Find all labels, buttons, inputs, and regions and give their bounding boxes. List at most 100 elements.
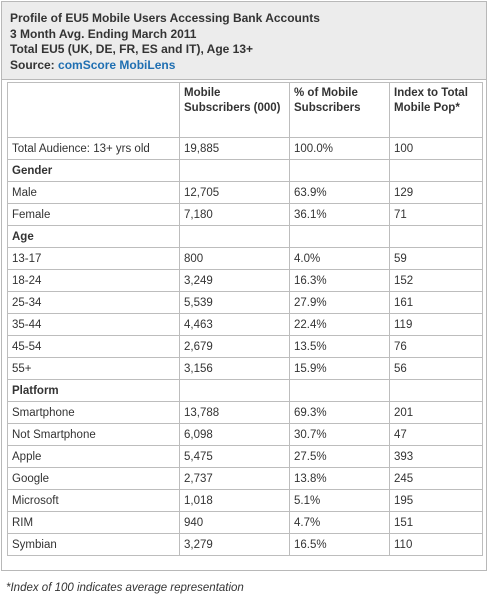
row-label: Microsoft (7, 489, 180, 512)
table-row: Smartphone 13,788 69.3% 201 (7, 401, 483, 424)
table-cell: 16.3% (289, 269, 390, 292)
row-label: 45-54 (7, 335, 180, 358)
table-cell: 47 (389, 423, 483, 446)
table-cell: 245 (389, 467, 483, 490)
section-label: Age (7, 225, 180, 248)
section-row: Age (7, 225, 483, 248)
section-label: Gender (7, 159, 180, 182)
table-cell: 100 (389, 137, 483, 160)
row-label: Symbian (7, 533, 180, 556)
row-label: Apple (7, 445, 180, 468)
table-cell (289, 225, 390, 248)
title-line-2: 3 Month Avg. Ending March 2011 (10, 26, 197, 41)
column-header-row: Mobile Subscribers (000) % of Mobile Sub… (7, 82, 483, 138)
row-label: Google (7, 467, 180, 490)
table-cell (389, 159, 483, 182)
table-cell: 15.9% (289, 357, 390, 380)
table-cell: 71 (389, 203, 483, 226)
table-cell: 13.5% (289, 335, 390, 358)
table-cell: 4.7% (289, 511, 390, 534)
table-cell: 195 (389, 489, 483, 512)
table-cell: 5.1% (289, 489, 390, 512)
table-cell: 63.9% (289, 181, 390, 204)
table-row: 13-17 800 4.0% 59 (7, 247, 483, 270)
table-cell: 129 (389, 181, 483, 204)
table-cell: 13,788 (179, 401, 290, 424)
table-cell (179, 379, 290, 402)
table-row: Female 7,180 36.1% 71 (7, 203, 483, 226)
table-cell: 2,737 (179, 467, 290, 490)
table-cell: 19,885 (179, 137, 290, 160)
table-cell: 393 (389, 445, 483, 468)
table-cell (389, 225, 483, 248)
table-cell: 7,180 (179, 203, 290, 226)
row-label: 13-17 (7, 247, 180, 270)
table-cell: 56 (389, 357, 483, 380)
source-name: comScore MobiLens (58, 57, 176, 72)
table-cell: 3,156 (179, 357, 290, 380)
table-cell: 13.8% (289, 467, 390, 490)
table-cell: 59 (389, 247, 483, 270)
table-row: 18-24 3,249 16.3% 152 (7, 269, 483, 292)
table-row: Symbian 3,279 16.5% 110 (7, 533, 483, 556)
table-cell (289, 159, 390, 182)
table-cell: 4,463 (179, 313, 290, 336)
table-cell: 36.1% (289, 203, 390, 226)
row-label: Male (7, 181, 180, 204)
title-line-3: Total EU5 (UK, DE, FR, ES and IT), Age 1… (10, 42, 254, 56)
profile-table: Mobile Subscribers (000) % of Mobile Sub… (7, 82, 483, 556)
table-cell: 800 (179, 247, 290, 270)
table-cell: 12,705 (179, 181, 290, 204)
column-header-index: Index to Total Mobile Pop* (389, 82, 483, 138)
row-label: Not Smartphone (7, 423, 180, 446)
data-table-panel: Profile of EU5 Mobile Users Accessing Ba… (1, 1, 487, 571)
table-header: Profile of EU5 Mobile Users Accessing Ba… (2, 2, 486, 80)
table-row: Apple 5,475 27.5% 393 (7, 445, 483, 468)
table-cell: 69.3% (289, 401, 390, 424)
footnote: *Index of 100 indicates average represen… (6, 582, 244, 594)
section-label: Platform (7, 379, 180, 402)
table-row: Microsoft 1,018 5.1% 195 (7, 489, 483, 512)
source-label: Source: (10, 57, 55, 72)
row-label: Smartphone (7, 401, 180, 424)
table-cell: 161 (389, 291, 483, 314)
column-header-blank (7, 82, 180, 138)
table-cell: 3,279 (179, 533, 290, 556)
row-label: 35-44 (7, 313, 180, 336)
table-cell: 1,018 (179, 489, 290, 512)
table-cell: 16.5% (289, 533, 390, 556)
table-row: Not Smartphone 6,098 30.7% 47 (7, 423, 483, 446)
table-cell: 119 (389, 313, 483, 336)
title-line-1: Profile of EU5 Mobile Users Accessing Ba… (10, 11, 320, 25)
row-label: 18-24 (7, 269, 180, 292)
table-row: Google 2,737 13.8% 245 (7, 467, 483, 490)
table-cell: 27.9% (289, 291, 390, 314)
table-row: Total Audience: 13+ yrs old 19,885 100.0% 1… (7, 137, 483, 160)
table-cell: 27.5% (289, 445, 390, 468)
table-cell: 152 (389, 269, 483, 292)
table-cell (179, 225, 290, 248)
table-cell: 100.0% (289, 137, 390, 160)
table-cell (179, 159, 290, 182)
column-header-percent: % of Mobile Subscribers (289, 82, 390, 138)
table-row: 55+ 3,156 15.9% 56 (7, 357, 483, 380)
column-header-subscribers: Mobile Subscribers (000) (179, 82, 290, 138)
table-cell (289, 379, 390, 402)
table-row: RIM 940 4.7% 151 (7, 511, 483, 534)
row-label: RIM (7, 511, 180, 534)
table-cell: 5,539 (179, 291, 290, 314)
source-line: Source: comScore MobiLens (10, 58, 486, 74)
row-label: Total Audience: 13+ yrs old (7, 137, 180, 160)
row-label: Female (7, 203, 180, 226)
section-row: Platform (7, 379, 483, 402)
table-cell: 30.7% (289, 423, 390, 446)
table-cell: 6,098 (179, 423, 290, 446)
table-cell: 940 (179, 511, 290, 534)
table-cell: 4.0% (289, 247, 390, 270)
section-row: Gender (7, 159, 483, 182)
table-row: 45-54 2,679 13.5% 76 (7, 335, 483, 358)
table-row: Male 12,705 63.9% 129 (7, 181, 483, 204)
row-label: 55+ (7, 357, 180, 380)
table-cell: 22.4% (289, 313, 390, 336)
table-cell (389, 379, 483, 402)
